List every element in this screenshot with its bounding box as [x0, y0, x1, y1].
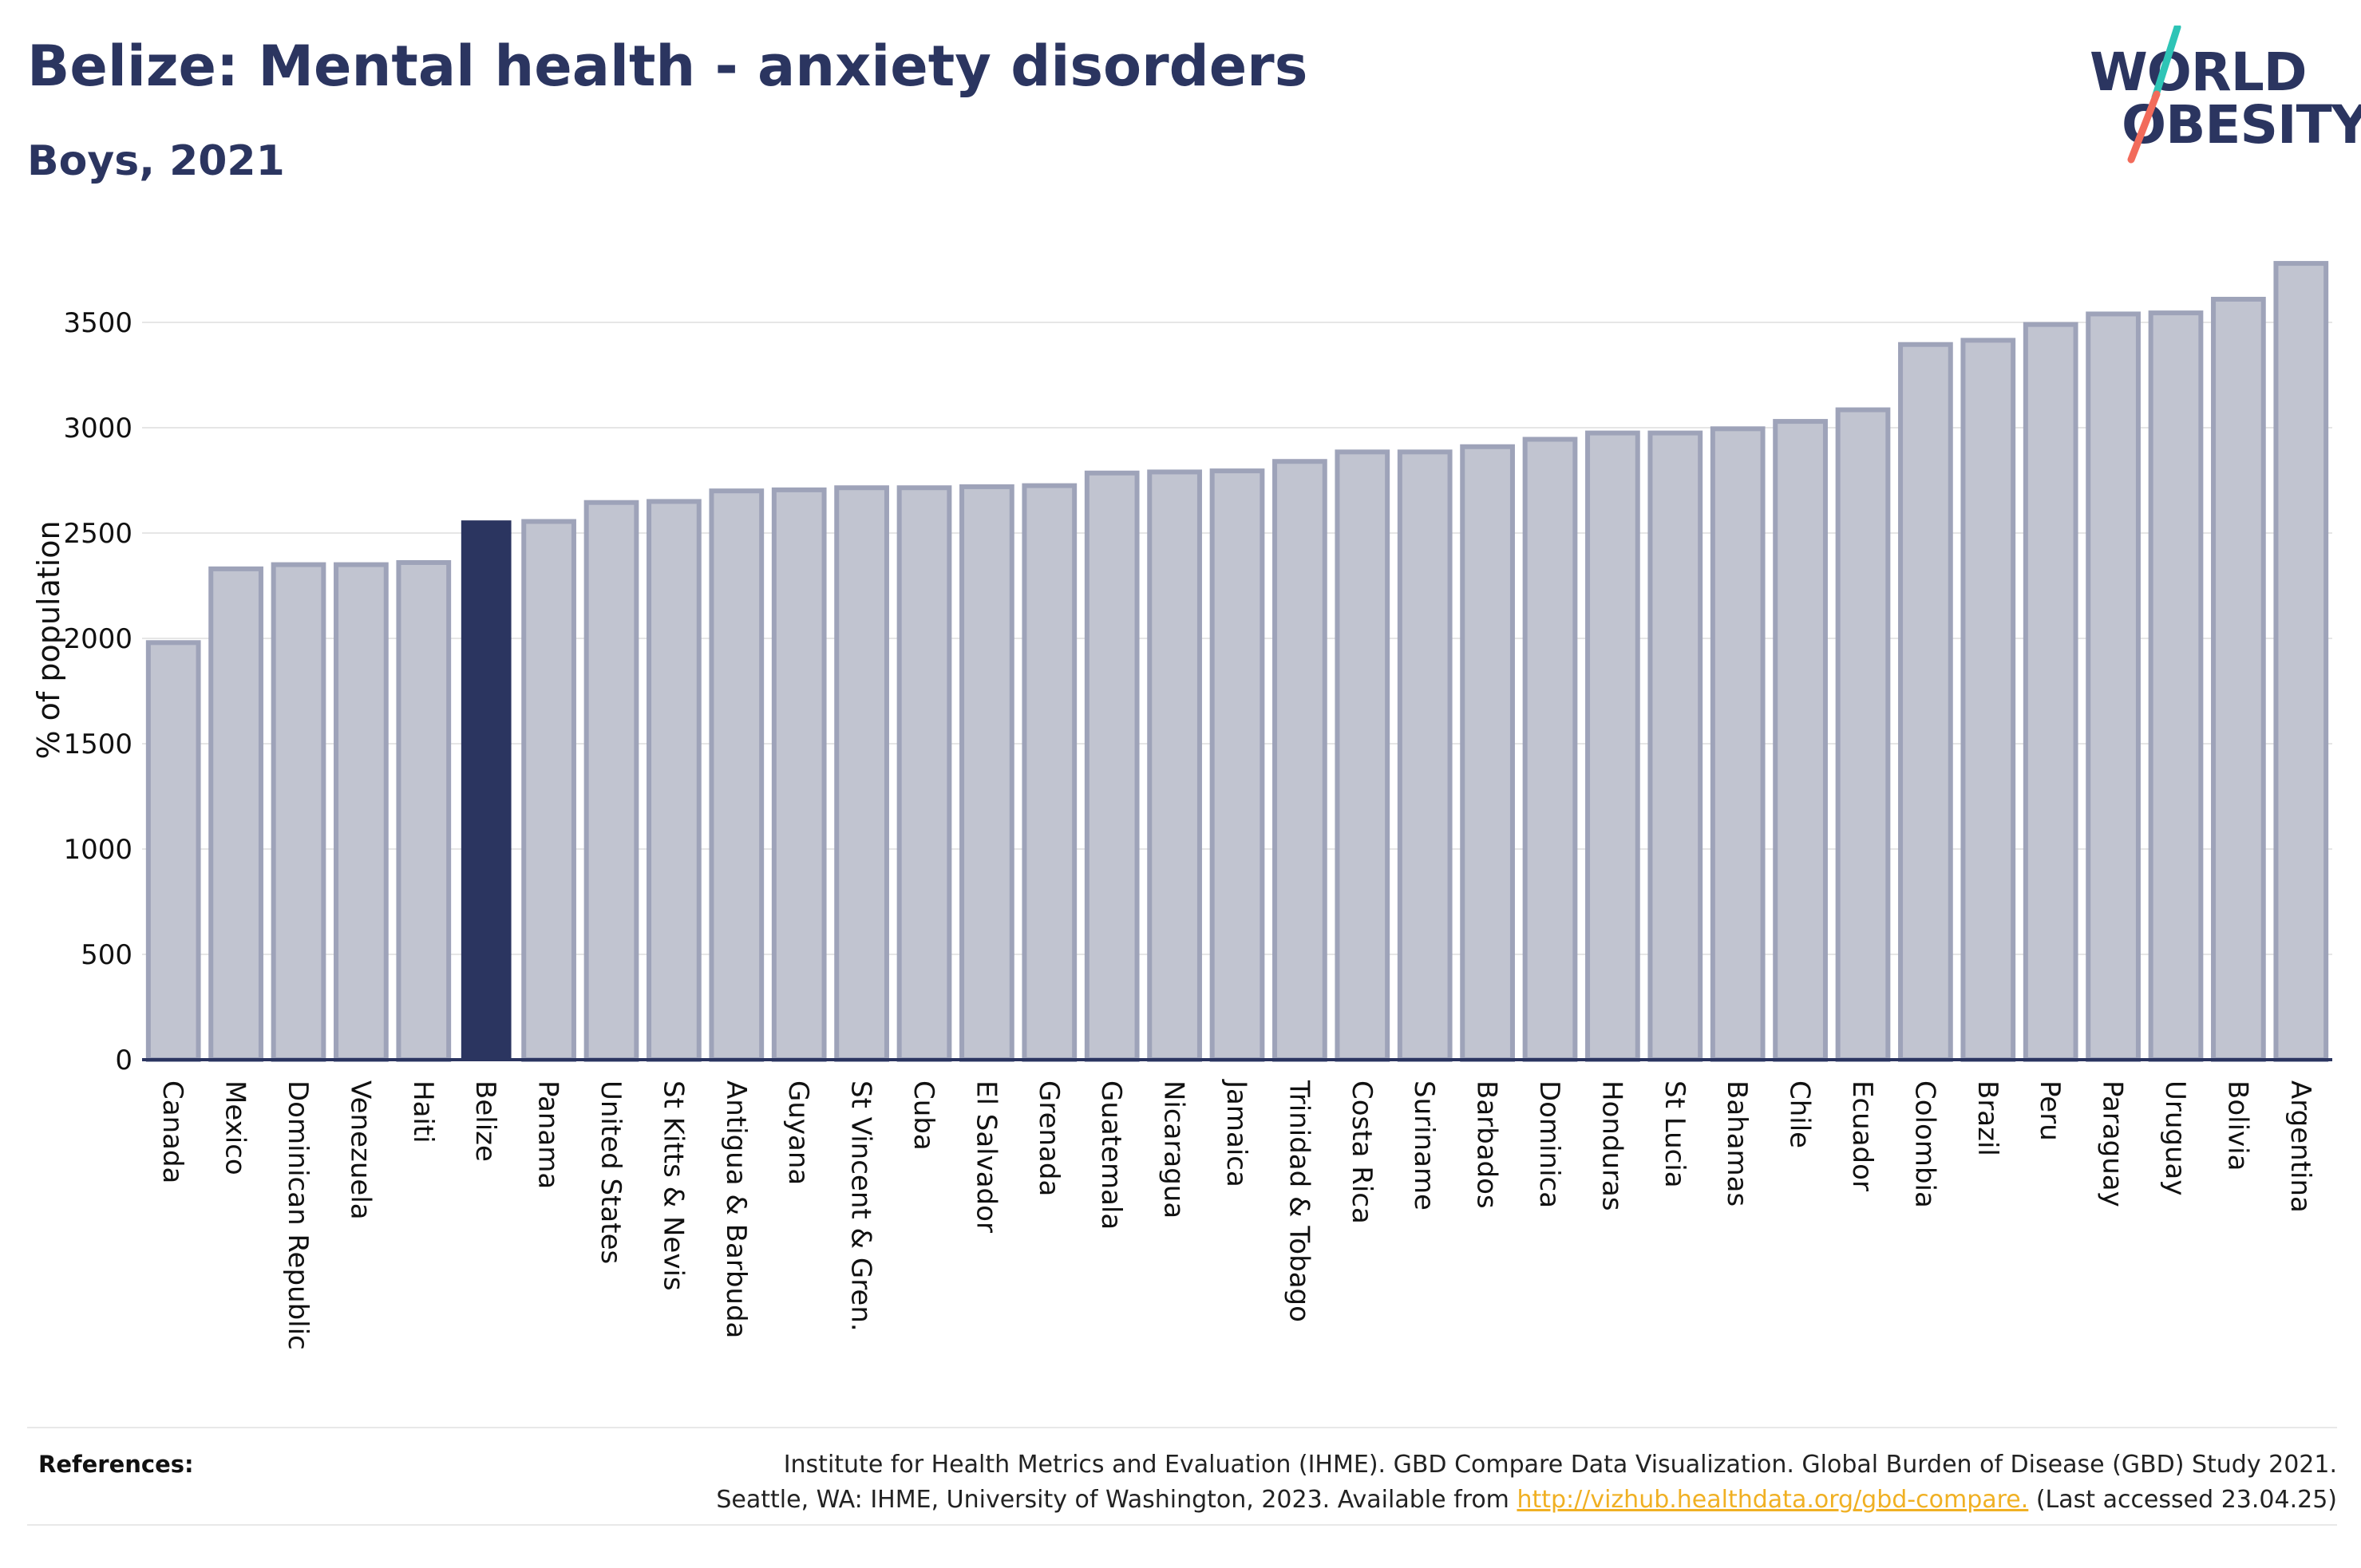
chart-title: Belize: Mental health - anxiety disorder… [27, 34, 1308, 99]
chart-subtitle: Boys, 2021 [27, 137, 285, 185]
bar-panama [521, 519, 576, 1062]
x-tick-label: Trinidad & Tobago [1283, 1080, 1315, 1322]
x-tick-label: Chile [1784, 1080, 1816, 1148]
bar-el-salvador [959, 484, 1014, 1062]
logo-line2: OBESITY [2122, 94, 2361, 156]
bar-jamaica [1209, 468, 1265, 1062]
bar-bolivia [2211, 296, 2266, 1062]
bar-ecuador [1835, 407, 1891, 1062]
bar-suriname [1397, 449, 1453, 1062]
bar-argentina [2273, 261, 2329, 1062]
x-tick-label: Belize [469, 1080, 501, 1162]
x-tick-label: Ecuador [1846, 1080, 1878, 1191]
bar-costa-rica [1335, 449, 1390, 1062]
x-tick-label: Venezuela [344, 1080, 376, 1220]
references-line2-suffix: (Last accessed 23.04.25) [2028, 1486, 2337, 1514]
bar-bahamas [1710, 426, 1766, 1062]
bar-trinidad-tobago [1272, 459, 1327, 1062]
references-bottom-divider [27, 1524, 2337, 1526]
bar-colombia [1898, 342, 1953, 1063]
bar-peru [2023, 322, 2078, 1062]
bar-dominican-republic [271, 562, 326, 1062]
logo-slash-icon [2127, 26, 2181, 164]
references-line1: Institute for Health Metrics and Evaluat… [783, 1451, 2337, 1479]
y-tick-label: 0 [115, 1045, 132, 1076]
x-tick-label: Haiti [407, 1080, 439, 1143]
bar-st-vincent-gren- [834, 485, 889, 1062]
x-tick-label: Suriname [1408, 1080, 1440, 1211]
x-tick-label: Bolivia [2221, 1080, 2253, 1171]
bar-chile [1773, 419, 1828, 1062]
x-tick-label: Uruguay [2159, 1080, 2191, 1196]
x-tick-label: Peru [2034, 1080, 2066, 1141]
x-tick-label: Barbados [1471, 1080, 1503, 1209]
bar-uruguay [2148, 310, 2204, 1062]
bar-united-states [583, 500, 639, 1062]
x-tick-label: Brazil [1971, 1080, 2003, 1156]
bar-honduras [1585, 430, 1640, 1062]
x-tick-label: Paraguay [2097, 1080, 2129, 1207]
y-tick-label: 3000 [63, 413, 132, 444]
x-tick-label: Guyana [782, 1080, 814, 1185]
x-tick-label: Mexico [219, 1080, 251, 1175]
bar-st-kitts-nevis [647, 499, 702, 1062]
y-tick-label: 1500 [63, 729, 132, 760]
x-tick-label: El Salvador [970, 1080, 1002, 1233]
logo-line1: WORLD [2090, 41, 2308, 103]
x-tick-label: Argentina [2284, 1080, 2316, 1213]
x-tick-label: Dominica [1533, 1080, 1565, 1208]
bar-mexico [208, 566, 263, 1062]
x-tick-label: Colombia [1908, 1080, 1940, 1208]
bar-cuba [896, 485, 952, 1062]
references-top-divider [27, 1427, 2337, 1428]
x-tick-label: Costa Rica [1346, 1080, 1378, 1224]
bar-haiti [396, 559, 452, 1062]
x-tick-label: Grenada [1033, 1080, 1065, 1196]
bar-guyana [771, 487, 827, 1062]
bar-antigua-barbuda [709, 488, 765, 1062]
x-tick-label: Jamaica [1220, 1079, 1252, 1187]
x-tick-label: St Vincent & Gren. [845, 1080, 877, 1332]
x-tick-label: Panama [532, 1080, 564, 1189]
references-label: References: [38, 1451, 194, 1478]
x-tick-label: Dominican Republic [282, 1080, 314, 1350]
y-tick-label: 3500 [63, 307, 132, 339]
y-tick-label: 2000 [63, 623, 132, 655]
world-obesity-logo: WORLD OBESITY [2083, 26, 2361, 169]
bar-venezuela [334, 562, 389, 1062]
x-tick-label: Cuba [908, 1080, 939, 1151]
x-tick-label: Bahamas [1721, 1080, 1753, 1207]
y-tick-label: 2500 [63, 518, 132, 550]
bar-belize [461, 520, 512, 1060]
x-tick-label: Canada [156, 1080, 188, 1183]
x-tick-label: Antigua & Barbuda [720, 1080, 752, 1338]
y-axis-label: % of population [31, 520, 66, 759]
bar-brazil [1960, 338, 2016, 1062]
bar-nicaragua [1147, 469, 1202, 1062]
references-text: Institute for Health Metrics and Evaluat… [501, 1448, 2337, 1518]
x-tick-label: Guatemala [1095, 1080, 1127, 1230]
x-tick-label: St Kitts & Nevis [657, 1080, 689, 1291]
bar-dominica [1522, 436, 1578, 1062]
references-line2-prefix: Seattle, WA: IHME, University of Washing… [716, 1486, 1517, 1514]
x-tick-label: United States [595, 1080, 627, 1264]
y-tick-label: 1000 [63, 834, 132, 866]
bar-guatemala [1084, 470, 1140, 1062]
x-tick-label: Honduras [1596, 1080, 1627, 1211]
x-tick-label: St Lucia [1659, 1080, 1691, 1188]
bar-st-lucia [1647, 430, 1703, 1062]
bar-paraguay [2086, 311, 2141, 1062]
bar-canada [145, 640, 201, 1062]
references-line2: Seattle, WA: IHME, University of Washing… [501, 1483, 2337, 1518]
bar-grenada [1022, 483, 1078, 1062]
references-link[interactable]: http://vizhub.healthdata.org/gbd-compare… [1517, 1486, 2029, 1514]
bar-barbados [1460, 444, 1515, 1062]
y-tick-label: 500 [81, 939, 132, 971]
x-tick-label: Nicaragua [1158, 1080, 1190, 1218]
